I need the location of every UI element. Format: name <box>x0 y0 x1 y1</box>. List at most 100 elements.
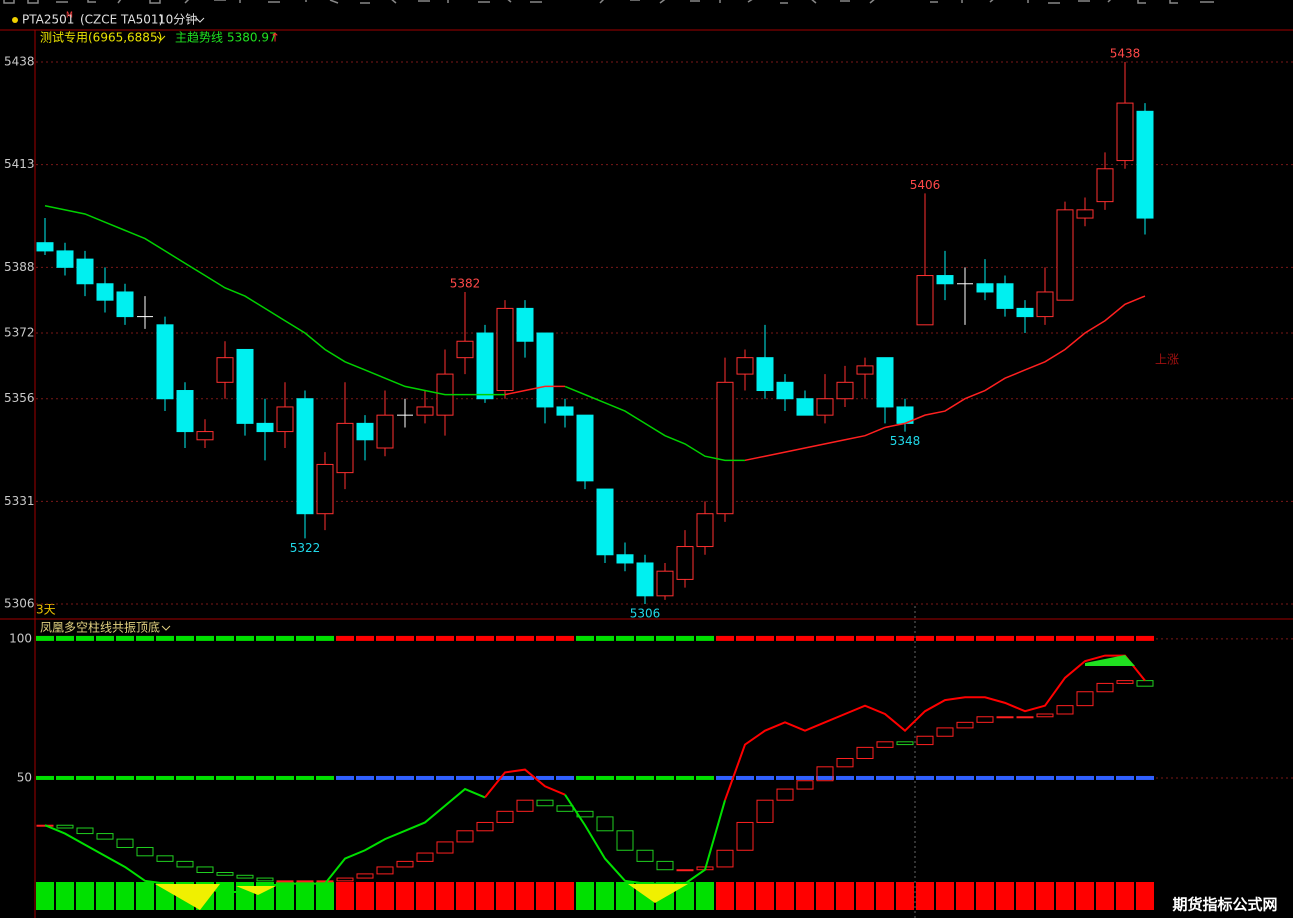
candle-body <box>456 340 474 359</box>
candle-body <box>996 283 1014 309</box>
signal-top <box>76 635 94 641</box>
candle-body <box>1056 209 1074 301</box>
signal-top <box>1016 635 1034 641</box>
y-tick-label: 100 <box>9 631 32 645</box>
signal-top <box>416 635 434 641</box>
oscillator-line <box>564 794 726 885</box>
candle-body <box>116 291 134 318</box>
candle-body <box>536 332 554 408</box>
signal-mid <box>1116 775 1134 780</box>
signal-top <box>436 635 454 641</box>
box <box>276 880 294 883</box>
trend-line <box>504 385 565 396</box>
signal-bottom <box>1116 882 1134 910</box>
box <box>896 741 914 746</box>
candle-body <box>776 381 794 400</box>
signal-bottom <box>136 882 154 910</box>
candle-body <box>1136 110 1154 219</box>
signal-mid <box>576 775 594 780</box>
signal-mid <box>416 775 434 780</box>
signal-top <box>996 635 1014 641</box>
signal-mid <box>816 775 834 780</box>
period[interactable]: 10分钟 <box>158 12 197 27</box>
signal-top <box>836 635 854 641</box>
trend-line <box>744 295 1146 462</box>
signal-mid <box>136 775 154 780</box>
candle-body <box>96 283 114 301</box>
trend-value: 5380.97 <box>227 31 277 45</box>
signal-mid <box>876 775 894 780</box>
box <box>116 838 134 848</box>
signal-mid <box>36 775 54 780</box>
box <box>636 849 654 862</box>
signal-top <box>656 635 674 641</box>
signal-top <box>1116 635 1134 641</box>
symbol: PTA2501 <box>22 13 74 27</box>
box <box>776 788 794 801</box>
signal-bottom <box>736 882 754 910</box>
period-dropdown[interactable] <box>195 17 205 23</box>
signal-bottom <box>836 882 854 910</box>
signal-bottom <box>96 882 114 910</box>
signal-bottom <box>996 882 1014 910</box>
indicator-dropdown[interactable] <box>156 35 166 41</box>
signal-bottom <box>416 882 434 910</box>
candle-body <box>736 357 754 375</box>
box <box>616 830 634 851</box>
signal-bottom <box>276 882 294 910</box>
signal-bottom <box>876 882 894 910</box>
signal-mid <box>1056 775 1074 780</box>
signal-top <box>536 635 554 641</box>
candle-body <box>196 431 214 441</box>
signal-bottom <box>596 882 614 910</box>
signal-bottom <box>476 882 494 910</box>
box <box>876 741 894 748</box>
signal-top <box>716 635 734 641</box>
box <box>176 860 194 868</box>
signal-top <box>816 635 834 641</box>
box <box>1016 716 1034 719</box>
oscillator-line <box>724 654 1146 801</box>
oscillator-title[interactable]: 凤凰多空柱线共振顶底 <box>40 620 160 635</box>
trend-line <box>44 205 505 396</box>
candle-body <box>1076 209 1094 219</box>
signal-bottom <box>956 882 974 910</box>
signal-mid <box>496 775 514 780</box>
box <box>536 799 554 807</box>
box <box>1096 682 1114 693</box>
signal-top <box>556 635 574 641</box>
signal-bottom <box>776 882 794 910</box>
signal-mid <box>636 775 654 780</box>
candle-body <box>936 275 954 285</box>
signal-mid <box>516 775 534 780</box>
candle-body <box>276 406 294 433</box>
signal-bottom <box>936 882 954 910</box>
oscillator-dropdown[interactable] <box>161 625 171 631</box>
candle-body <box>496 307 514 392</box>
signal-top <box>796 635 814 641</box>
candle-body <box>476 332 494 400</box>
box <box>956 721 974 729</box>
signal-bottom <box>1076 882 1094 910</box>
period-note: 3天 <box>36 603 56 617</box>
candle-body <box>616 554 634 564</box>
signal-mid <box>976 775 994 780</box>
watermark: 期货指标公式网 <box>1172 896 1277 914</box>
candle-body <box>356 422 374 441</box>
signal-mid <box>856 775 874 780</box>
indicator-legend[interactable]: 测试专用(6965,6885) <box>40 30 162 45</box>
signal-bottom <box>336 882 354 910</box>
box <box>816 766 834 782</box>
box <box>916 735 934 746</box>
signal-mid <box>156 775 174 780</box>
signal-top <box>276 635 294 641</box>
signal-top <box>216 635 234 641</box>
signal-top <box>296 635 314 641</box>
signal-mid <box>456 775 474 780</box>
candle-body <box>36 242 54 252</box>
box <box>976 716 994 723</box>
signal-bottom <box>536 882 554 910</box>
signal-top <box>96 635 114 641</box>
signal-mid <box>216 775 234 780</box>
